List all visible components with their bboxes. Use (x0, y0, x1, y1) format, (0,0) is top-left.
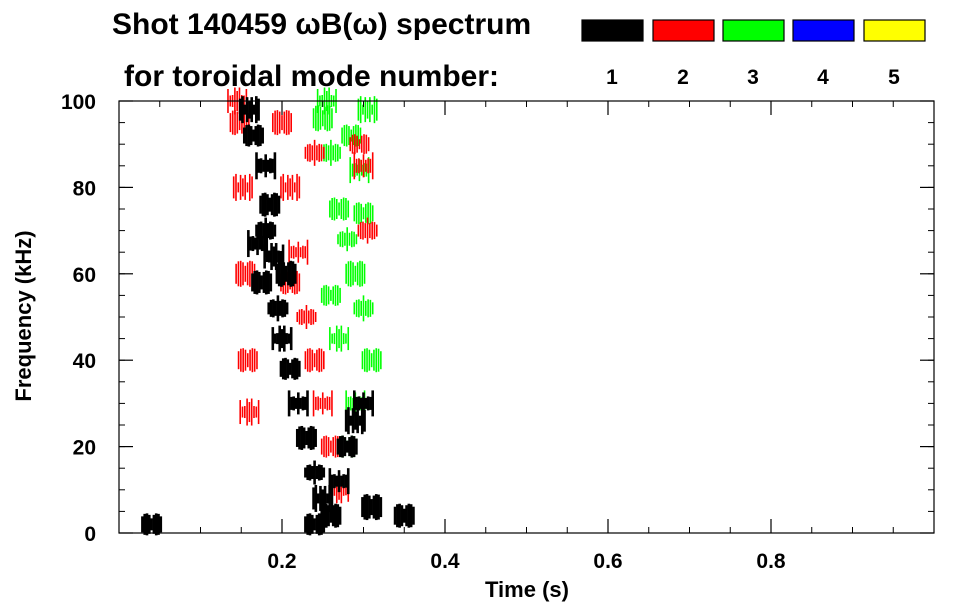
series-2-point (288, 239, 309, 265)
series-1-point (304, 513, 326, 536)
series-2-point (239, 398, 260, 426)
series-3-point (353, 202, 374, 225)
legend-swatch (722, 19, 785, 42)
series-2-point (232, 173, 253, 201)
legend-swatch (792, 19, 855, 42)
y-tick-label: 100 (61, 91, 96, 114)
series-3-point (345, 260, 366, 287)
series-1-point (271, 325, 293, 352)
series-3-point (329, 197, 350, 221)
series-1-point (361, 494, 383, 521)
x-tick-label: 0.2 (267, 550, 296, 573)
legend-mode-number: 3 (747, 66, 759, 89)
legend-swatch (863, 19, 926, 42)
series-1-point (328, 468, 350, 495)
legend-mode-number: 4 (817, 66, 829, 89)
data-layer (141, 87, 415, 536)
x-tick-label: 0.4 (430, 550, 460, 573)
series-1-point (352, 390, 375, 417)
legend-swatch (652, 19, 715, 42)
series-3-point (320, 284, 341, 306)
series-1-point (242, 124, 264, 147)
series-1-point (295, 425, 317, 450)
series-1-point (141, 513, 163, 536)
x-tick-label: 0.6 (593, 550, 622, 573)
series-1-point (251, 270, 273, 295)
series-1-point (279, 357, 301, 380)
plot-frame (118, 100, 935, 534)
series-1-point (287, 390, 309, 417)
y-tick-label: 40 (73, 350, 96, 373)
series-1-point (255, 217, 277, 244)
series-2-point (237, 348, 258, 373)
y-tick-label: 20 (73, 437, 96, 460)
series-2-point (349, 134, 370, 155)
series-3-point (337, 227, 358, 252)
series-1-point (259, 192, 281, 217)
legend-mode-number: 5 (888, 66, 900, 89)
series-2-point (357, 217, 378, 244)
legend-mode-number: 1 (606, 66, 618, 89)
series-1-point (267, 295, 289, 322)
series-1-point (255, 152, 277, 180)
legend-swatch (581, 19, 644, 42)
series-2-point (280, 173, 301, 201)
series-3-point (329, 325, 350, 352)
y-axis-title: Frequency (kHz) (11, 230, 36, 401)
series-2-point (304, 139, 325, 166)
legend: 1 2 3 4 5 (581, 19, 926, 89)
series-3-point (353, 295, 374, 322)
chart-title-line2: for toroidal mode number: (124, 60, 499, 93)
series-2-point (312, 390, 333, 417)
series-2-point (353, 152, 374, 180)
x-axis-title: Time (s) (485, 577, 569, 602)
series-2-point (296, 305, 317, 329)
series-3-point (361, 348, 382, 373)
x-tick-label: 0.8 (756, 550, 786, 573)
y-tick-label: 60 (73, 264, 96, 287)
series-1-point (336, 435, 358, 458)
chart-title-line1: Shot 140459 ωB(ω) spectrum (112, 8, 531, 41)
series-2-point (304, 348, 325, 373)
y-tick-label: 80 (73, 177, 96, 200)
series-3-point (341, 124, 362, 147)
series-3-point (357, 96, 378, 124)
series-1-point (275, 260, 297, 287)
axes: 0.2 0.4 0.6 0.8 0 20 40 60 80 100 (61, 91, 935, 573)
legend-mode-number: 2 (677, 66, 689, 89)
y-tick-label: 0 (84, 523, 96, 546)
series-1-point (304, 460, 326, 485)
series-1-point (393, 503, 415, 528)
series-2-point (271, 110, 293, 136)
